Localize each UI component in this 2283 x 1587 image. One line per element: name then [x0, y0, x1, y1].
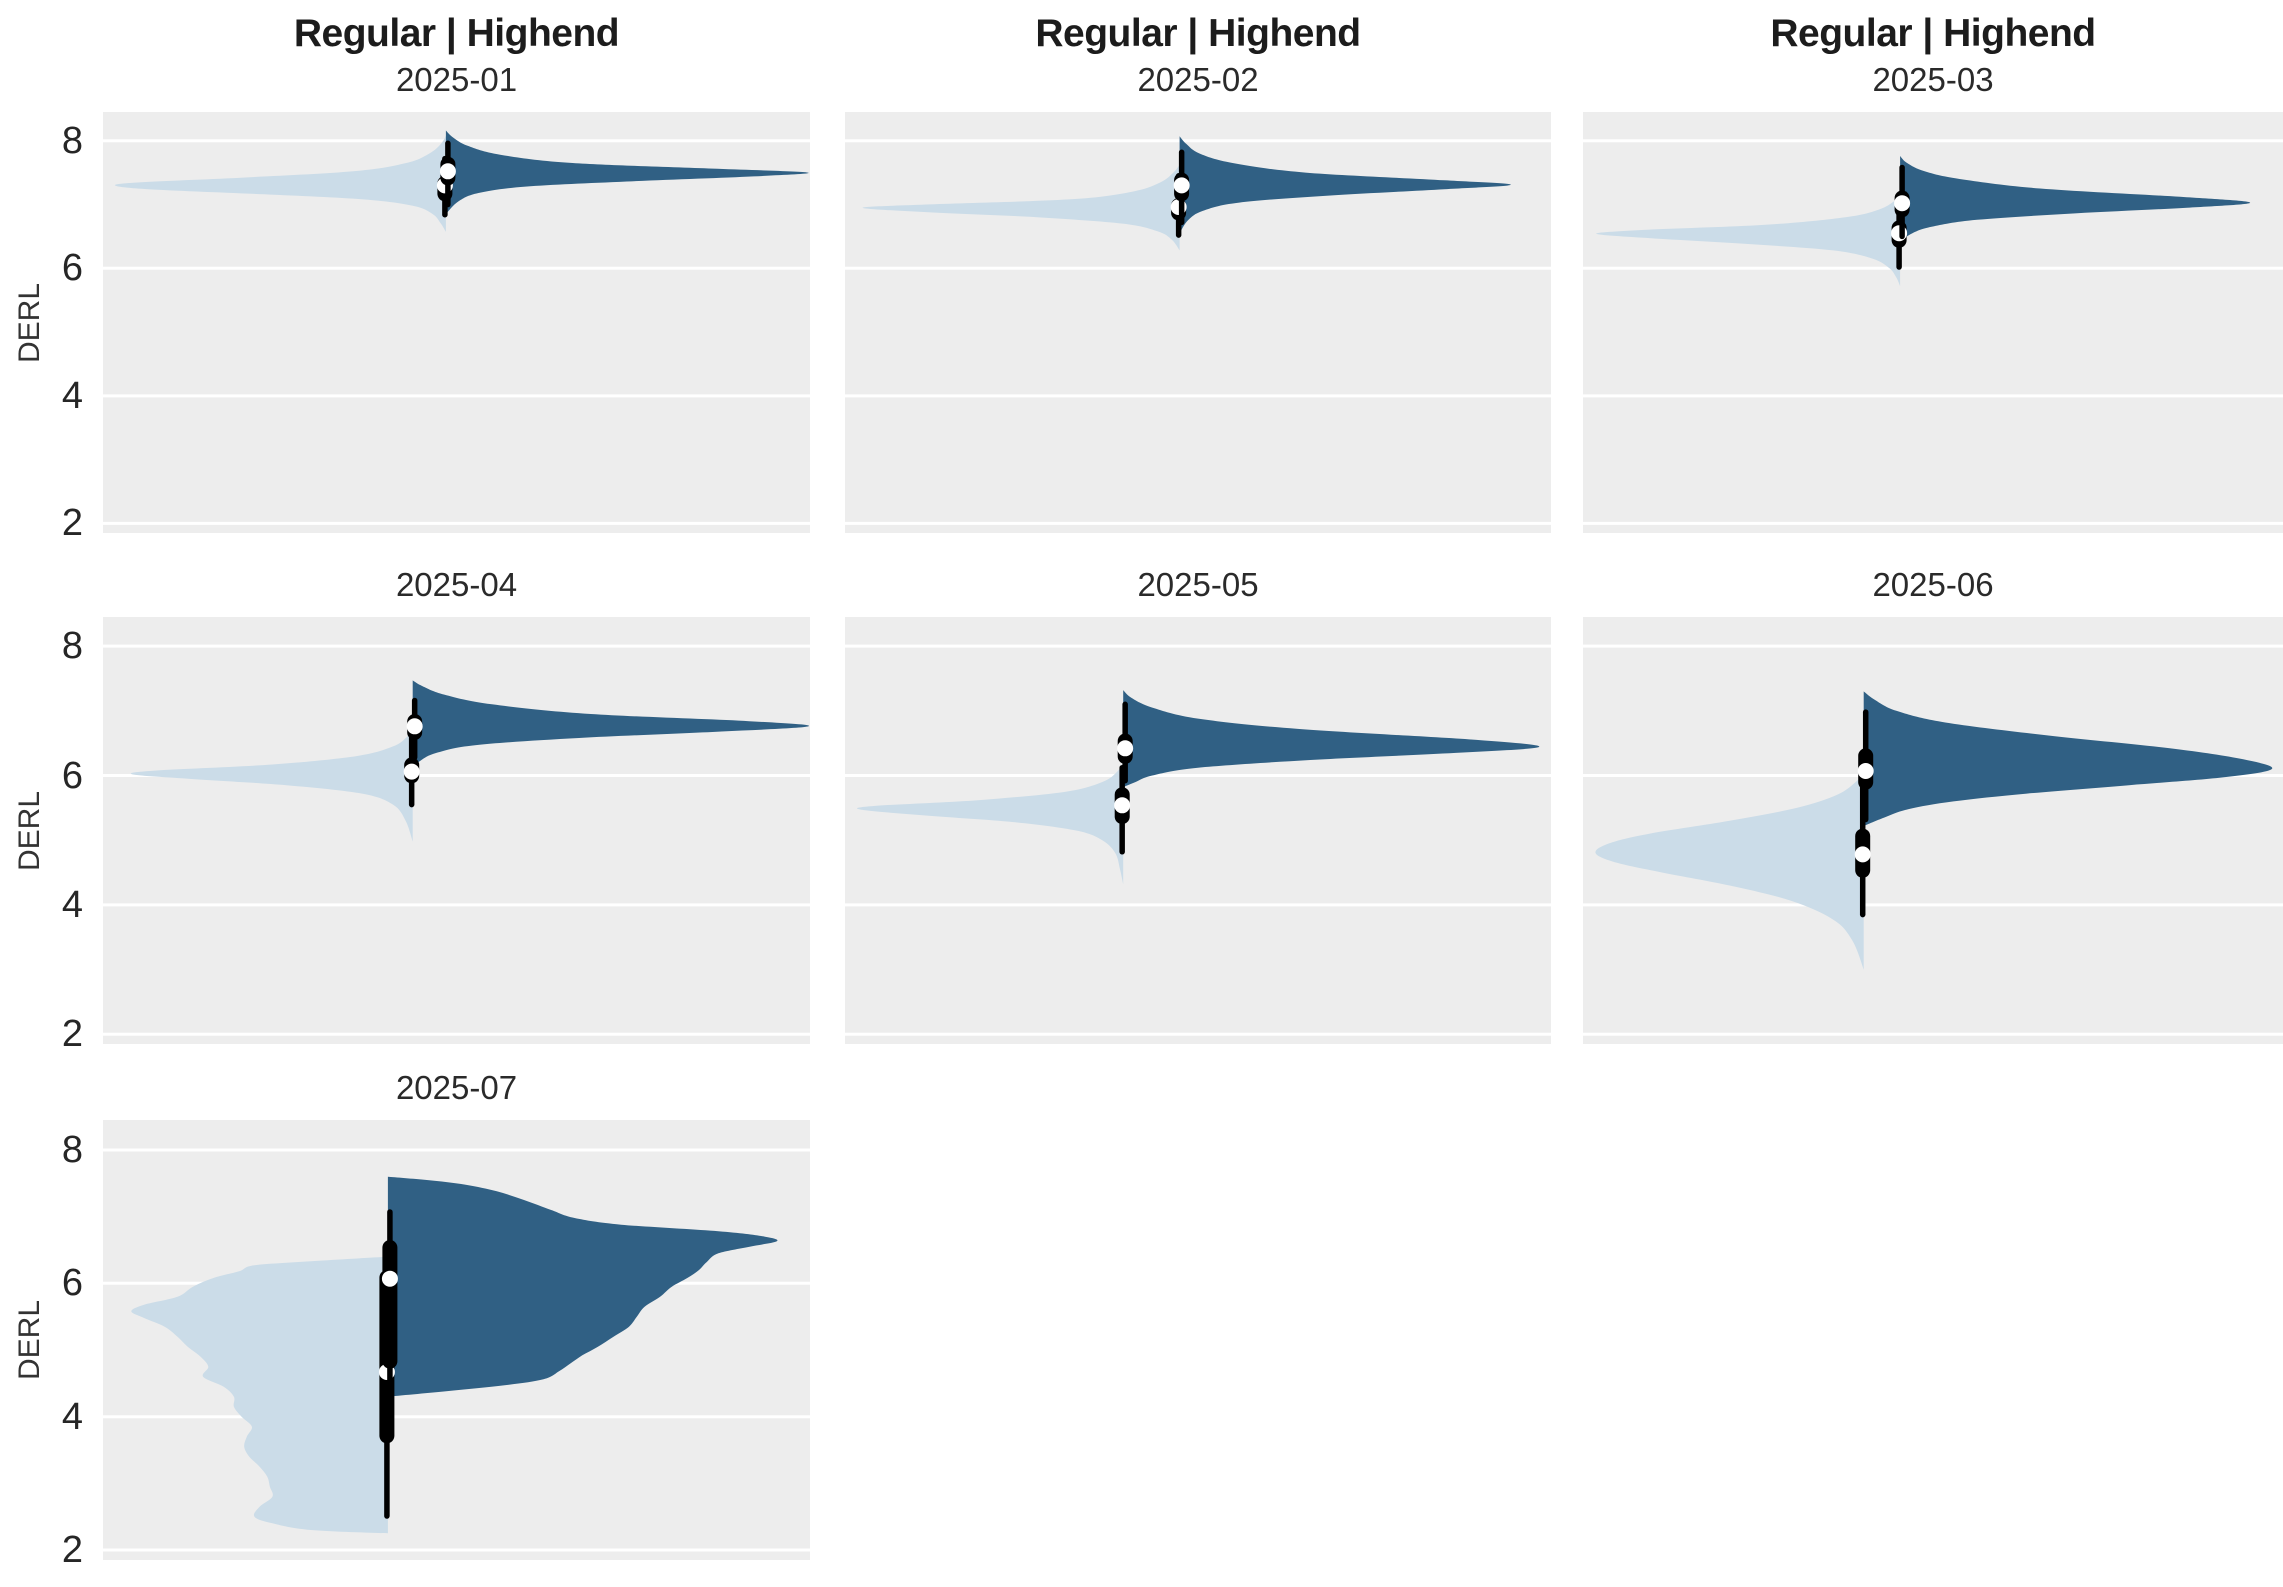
facet-column-title: Regular | Highend	[293, 12, 620, 55]
median-dot-highend	[381, 1270, 398, 1287]
facet-date-title: 2025-04	[395, 566, 518, 603]
violin-regular	[1595, 772, 1864, 970]
violin-regular	[130, 728, 413, 842]
median-dot-regular	[403, 763, 420, 780]
facet-panel-2025-05	[845, 617, 1551, 1044]
violin-highend	[445, 130, 809, 215]
median-dot-highend	[1894, 195, 1911, 212]
violin-highend	[412, 680, 810, 768]
y-tick-label-2: 2	[61, 1013, 83, 1056]
facet-panel-2025-02	[845, 112, 1551, 533]
box-highend	[382, 1240, 398, 1369]
y-tick-label-2: 2	[61, 502, 83, 545]
facet-panel-2025-06	[1583, 617, 2283, 1044]
median-dot-regular	[1854, 846, 1871, 863]
facet-column-title: Regular | Highend	[1770, 12, 2096, 55]
y-tick-label-8: 8	[61, 1129, 83, 1171]
median-dot-highend	[1857, 763, 1874, 779]
median-dot-regular	[1114, 797, 1131, 814]
facet-column-title: Regular | Highend	[1035, 12, 1361, 55]
y-axis-label: DERL	[13, 790, 46, 871]
facet-date-title: 2025-07	[395, 1069, 518, 1106]
violin-highend	[1863, 691, 2273, 826]
facet-date-title: 2025-02	[1137, 61, 1259, 98]
facet-panel-2025-04	[103, 617, 810, 1044]
violin-highend	[1123, 690, 1540, 788]
violin-regular	[1596, 194, 1901, 287]
y-axis-label: DERL	[13, 282, 46, 363]
facet-panel-2025-03	[1583, 112, 2283, 533]
y-tick-label-8: 8	[61, 625, 83, 668]
y-tick-label-6: 6	[61, 1262, 83, 1305]
y-axis-label: DERL	[13, 1299, 46, 1381]
y-tick-label-6: 6	[61, 247, 83, 290]
y-tick-label-8: 8	[61, 119, 83, 162]
violin-highend	[387, 1176, 778, 1397]
violin-regular	[862, 164, 1180, 251]
facet-date-title: 2025-03	[1872, 61, 1994, 98]
facet-date-title: 2025-06	[1872, 566, 1994, 603]
median-dot-highend	[1117, 740, 1134, 757]
median-dot-highend	[1173, 177, 1190, 194]
panel-background	[103, 617, 810, 1044]
panel-background	[845, 617, 1551, 1044]
median-dot-highend	[406, 718, 423, 735]
violin-regular	[114, 135, 446, 232]
y-tick-label-4: 4	[61, 883, 83, 926]
y-tick-label-4: 4	[61, 1395, 83, 1438]
facet-date-title: 2025-01	[395, 61, 518, 98]
violin-highend	[1179, 136, 1511, 234]
y-tick-label-2: 2	[61, 1529, 83, 1571]
y-tick-label-6: 6	[61, 754, 83, 797]
violin-highend	[1900, 156, 2251, 242]
facet-panel-2025-01	[103, 112, 810, 533]
y-tick-label-4: 4	[61, 374, 83, 417]
violin-regular	[131, 1256, 388, 1534]
facet-date-title: 2025-05	[1137, 566, 1259, 603]
facet-panel-2025-07	[103, 1120, 810, 1560]
median-dot-highend	[439, 163, 456, 180]
violin-regular	[857, 762, 1124, 885]
